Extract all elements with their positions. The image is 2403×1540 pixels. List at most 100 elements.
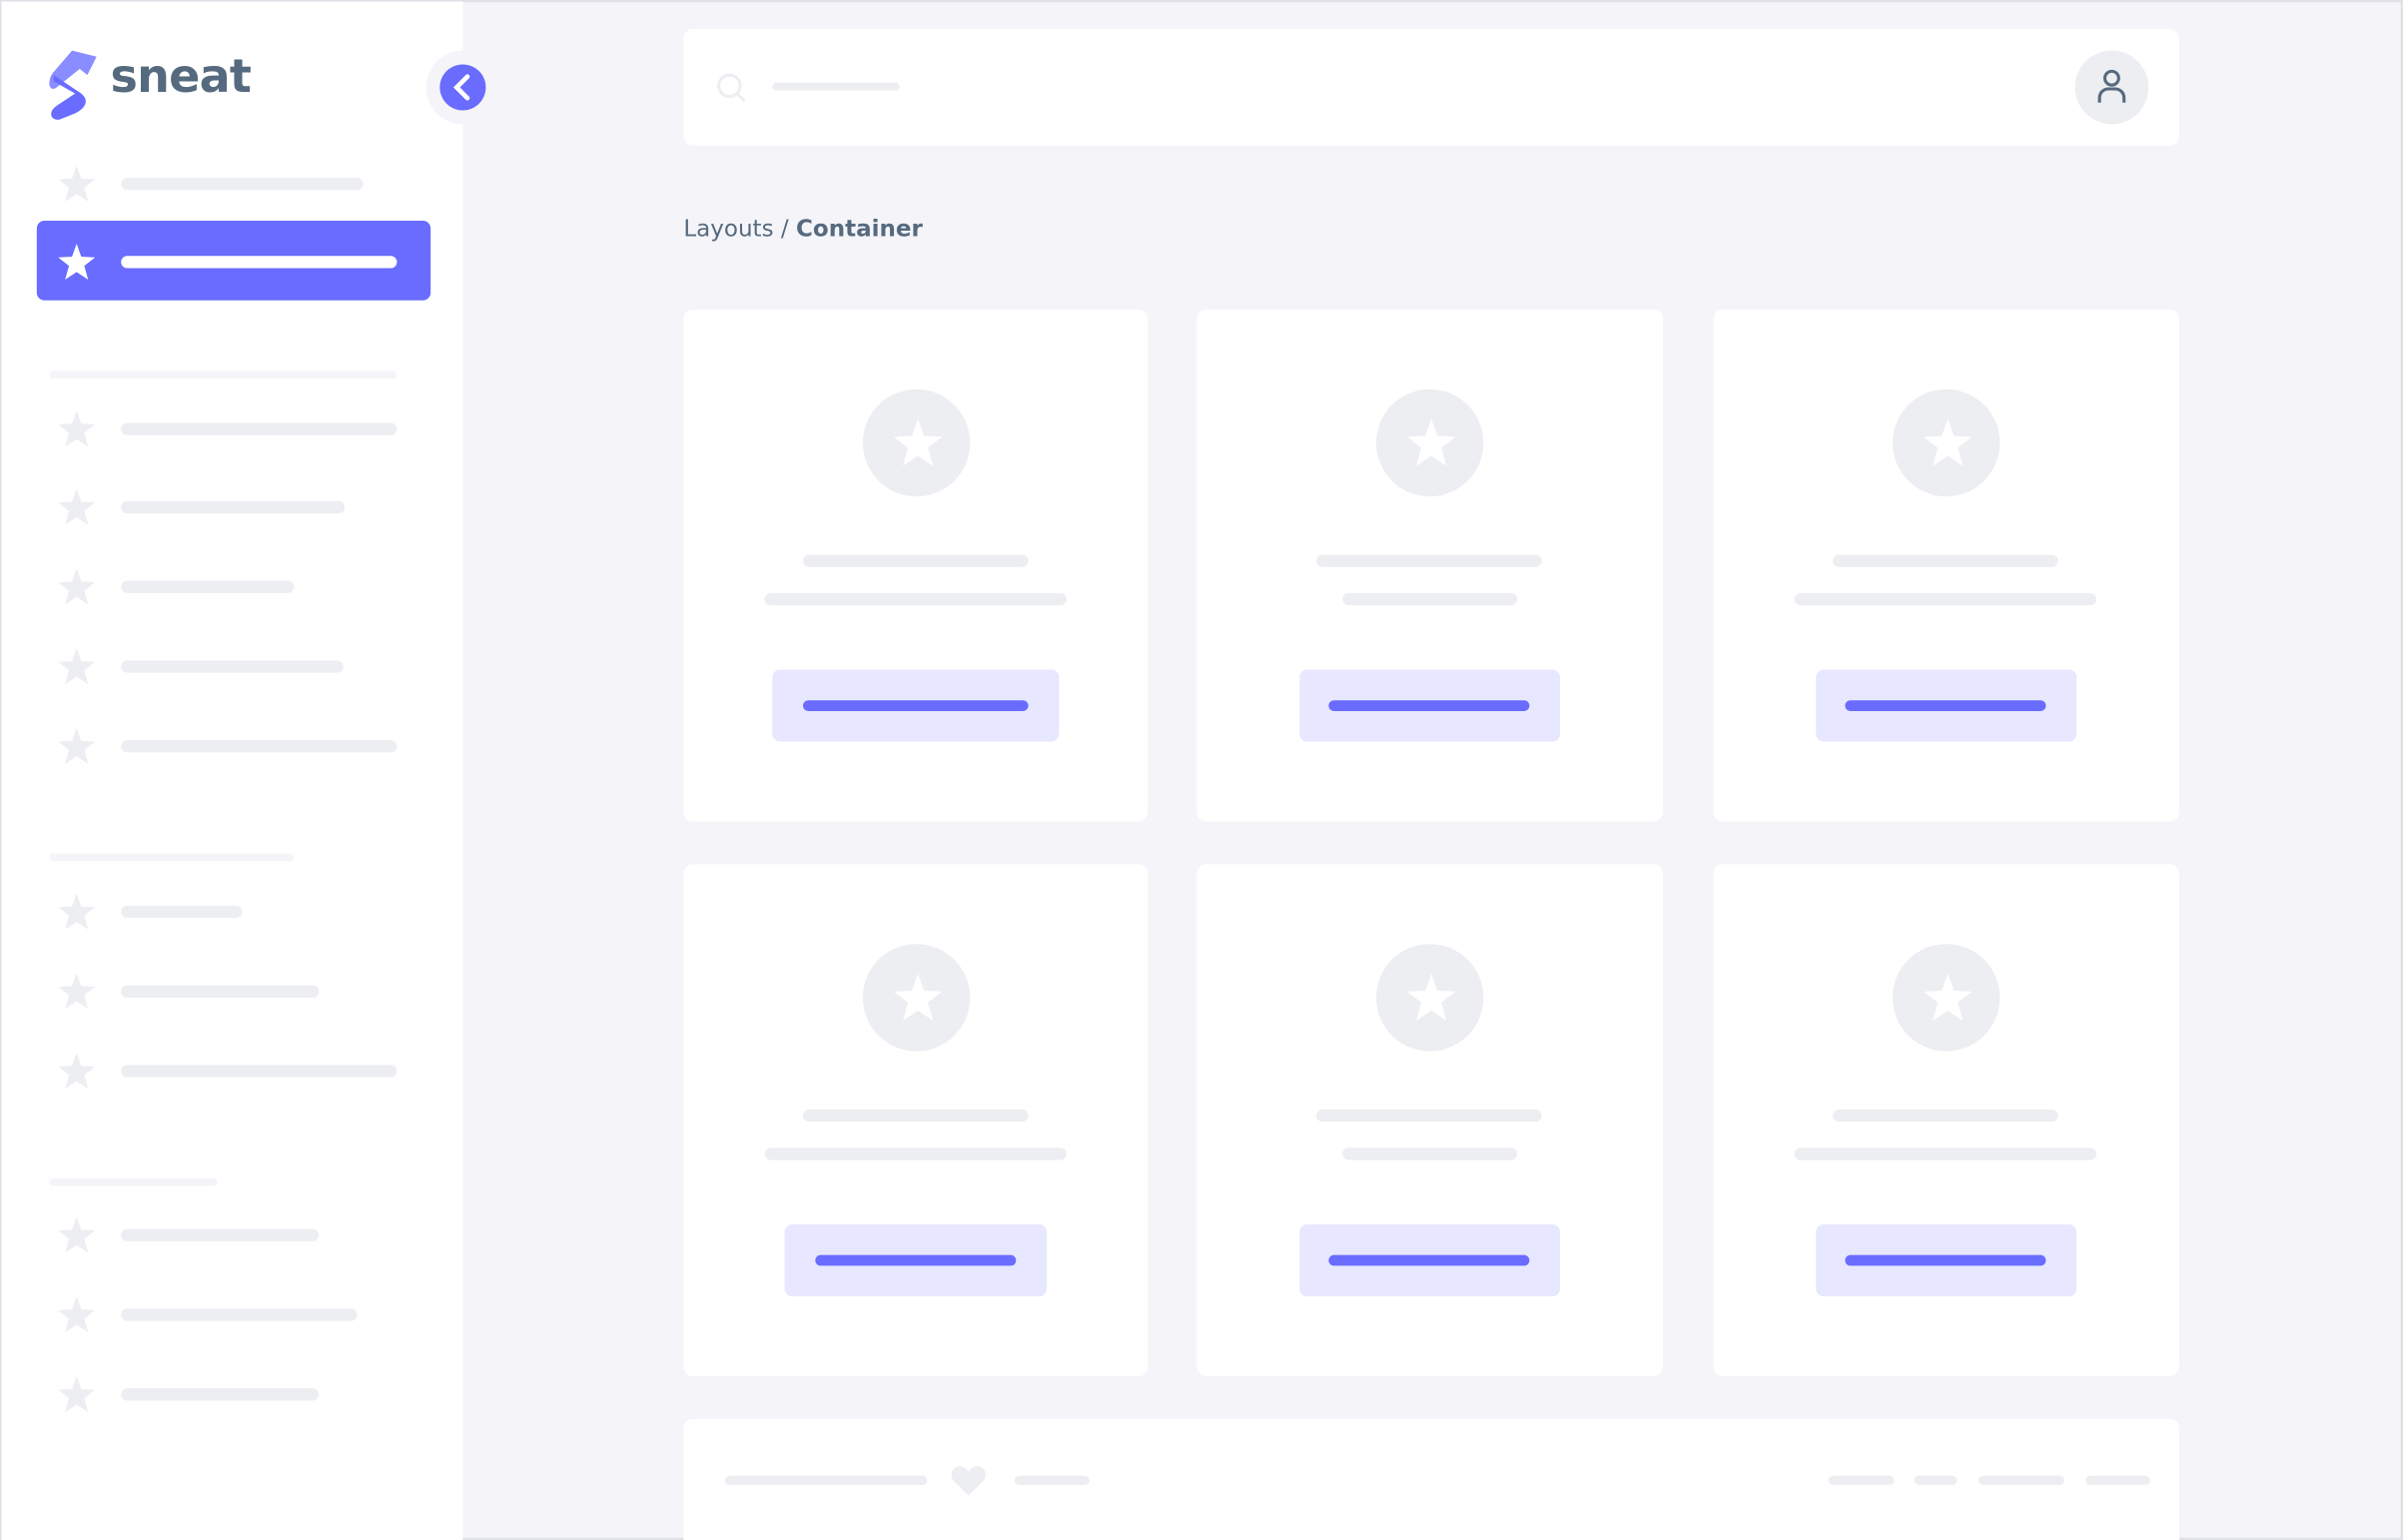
card-button[interactable] (1816, 1223, 2077, 1297)
brand-name: sneat (110, 50, 252, 105)
star-icon (58, 727, 96, 764)
menu-item[interactable] (37, 1033, 430, 1110)
card-button-label (803, 700, 1029, 711)
menu-item-label (121, 500, 346, 514)
footer-link[interactable] (2085, 1475, 2150, 1485)
card-avatar (1892, 388, 2001, 497)
star-icon (58, 488, 96, 525)
menu-section-header (49, 853, 295, 862)
user-avatar[interactable] (2074, 50, 2149, 125)
card-button[interactable] (1816, 669, 2077, 742)
star-icon (58, 568, 96, 605)
menu-item-label (121, 905, 243, 919)
card-button-label (1328, 1254, 1530, 1266)
card-avatar (1892, 944, 2001, 1052)
footer-link[interactable] (1978, 1475, 2064, 1485)
menu-item[interactable] (37, 1196, 430, 1273)
card-button[interactable] (1299, 669, 1561, 742)
card-text (1342, 1148, 1518, 1160)
menu-item-label (121, 1228, 320, 1241)
heart-icon (951, 1466, 986, 1496)
menu-item-active[interactable] (36, 220, 431, 301)
sidebar: sneat (1, 1, 463, 1540)
star-icon (58, 893, 96, 930)
footer-link[interactable] (1014, 1475, 1090, 1485)
footer (683, 1418, 2179, 1540)
menu-item-label (121, 177, 364, 191)
menu-item-label (121, 256, 398, 269)
card-avatar (862, 944, 970, 1052)
menu-item[interactable] (37, 708, 430, 785)
star-icon (58, 1053, 96, 1090)
content-card (1713, 309, 2179, 822)
menu-item[interactable] (37, 874, 430, 951)
menu-item-label (121, 740, 398, 753)
footer-text (724, 1475, 928, 1485)
star-icon (893, 418, 942, 466)
menu-item-label (121, 1065, 398, 1078)
menu-item[interactable] (37, 146, 430, 223)
breadcrumb-parent[interactable]: Layouts (683, 214, 774, 243)
card-title (1833, 554, 2058, 567)
menu-item-label (121, 580, 295, 593)
card-button-label (1845, 700, 2046, 711)
sneat-logo-icon (49, 50, 97, 120)
menu-item[interactable] (37, 1276, 430, 1353)
search-input[interactable] (772, 82, 900, 91)
content-card (1197, 864, 1663, 1376)
menu-section-header (49, 1177, 218, 1186)
menu-item[interactable] (37, 953, 430, 1030)
star-icon (58, 1296, 96, 1333)
menu-item-label (121, 985, 320, 998)
search-icon[interactable] (716, 72, 750, 106)
card-avatar (1375, 944, 1484, 1052)
card-text (764, 592, 1067, 606)
menu-item-label (121, 1308, 358, 1321)
content-card (1713, 864, 2179, 1376)
menu-section-header (49, 371, 398, 379)
star-icon (58, 648, 96, 685)
card-button[interactable] (1299, 1223, 1561, 1297)
menu-item[interactable] (37, 469, 430, 546)
star-icon (1407, 418, 1456, 466)
menu-item[interactable] (37, 1356, 430, 1433)
content-card (1197, 309, 1663, 822)
star-icon (58, 165, 96, 202)
navbar (683, 29, 2179, 146)
card-avatar (1375, 388, 1484, 497)
breadcrumb-current: Container (796, 214, 923, 243)
menu-item-label (121, 422, 398, 435)
menu-item-label (121, 1388, 320, 1401)
star-icon (58, 1216, 96, 1253)
card-text (1342, 592, 1518, 606)
card-text (1794, 592, 2097, 606)
card-text (764, 1148, 1067, 1160)
user-icon (2097, 69, 2126, 103)
card-button[interactable] (772, 669, 1060, 742)
content-card (683, 864, 1149, 1376)
breadcrumb-separator: / (780, 214, 789, 243)
menu-item[interactable] (37, 548, 430, 625)
menu-item[interactable] (37, 390, 430, 467)
card-title (803, 1109, 1029, 1123)
card-button-label (1328, 700, 1530, 711)
star-icon (893, 973, 942, 1021)
content-card (683, 309, 1149, 822)
star-icon (1407, 973, 1456, 1021)
footer-link[interactable] (1828, 1475, 1895, 1485)
menu-item[interactable] (37, 628, 430, 705)
star-icon (58, 973, 96, 1010)
star-icon (1924, 418, 1973, 466)
card-title (1316, 1109, 1542, 1123)
card-title (1833, 1109, 2058, 1123)
breadcrumb: Layouts / Container (683, 215, 923, 243)
card-title (1316, 554, 1542, 567)
card-button-label (815, 1254, 1017, 1266)
menu-item-label (121, 660, 344, 673)
collapse-toggle[interactable] (425, 50, 500, 125)
chevron-left-icon[interactable] (439, 64, 486, 111)
footer-link[interactable] (1914, 1475, 1958, 1485)
card-title (803, 554, 1029, 567)
card-button[interactable] (784, 1223, 1047, 1297)
